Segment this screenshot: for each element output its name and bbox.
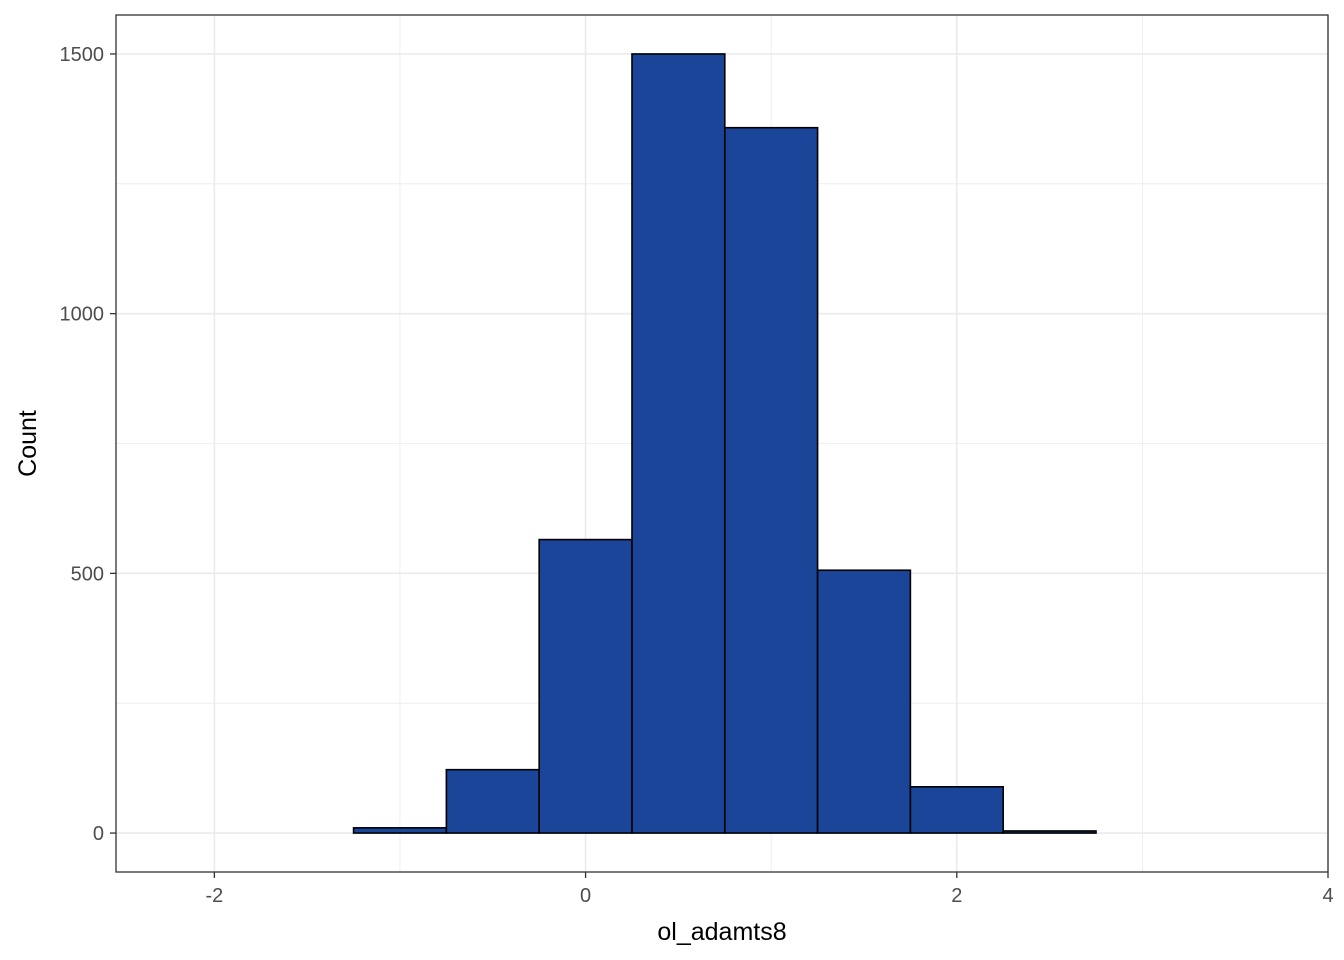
x-axis-title: ol_adamts8 [657, 918, 786, 946]
histogram-bar [352, 827, 448, 834]
histogram-bar [1002, 830, 1097, 834]
histogram-bar [816, 569, 912, 834]
x-tick-label: 2 [951, 885, 962, 907]
x-tick-label: 4 [1322, 885, 1333, 907]
y-tick-label: 1000 [60, 304, 105, 326]
histogram-bars [352, 53, 1097, 834]
y-tick-label: 500 [71, 563, 104, 585]
x-tick-label: -2 [205, 885, 223, 907]
histogram-bar [538, 538, 633, 834]
histogram-bar [445, 768, 540, 834]
y-tick-label: 1500 [60, 44, 105, 66]
panel-border [115, 14, 1329, 873]
histogram-bar [909, 786, 1004, 834]
axes: -2 0 2 4 0 500 1000 1500 [60, 44, 1334, 907]
histogram-bar [631, 53, 726, 834]
y-axis-title: Count [14, 410, 42, 477]
y-tick-label: 0 [93, 823, 104, 845]
x-tick-label: 0 [580, 885, 591, 907]
histogram-bar [723, 126, 819, 834]
